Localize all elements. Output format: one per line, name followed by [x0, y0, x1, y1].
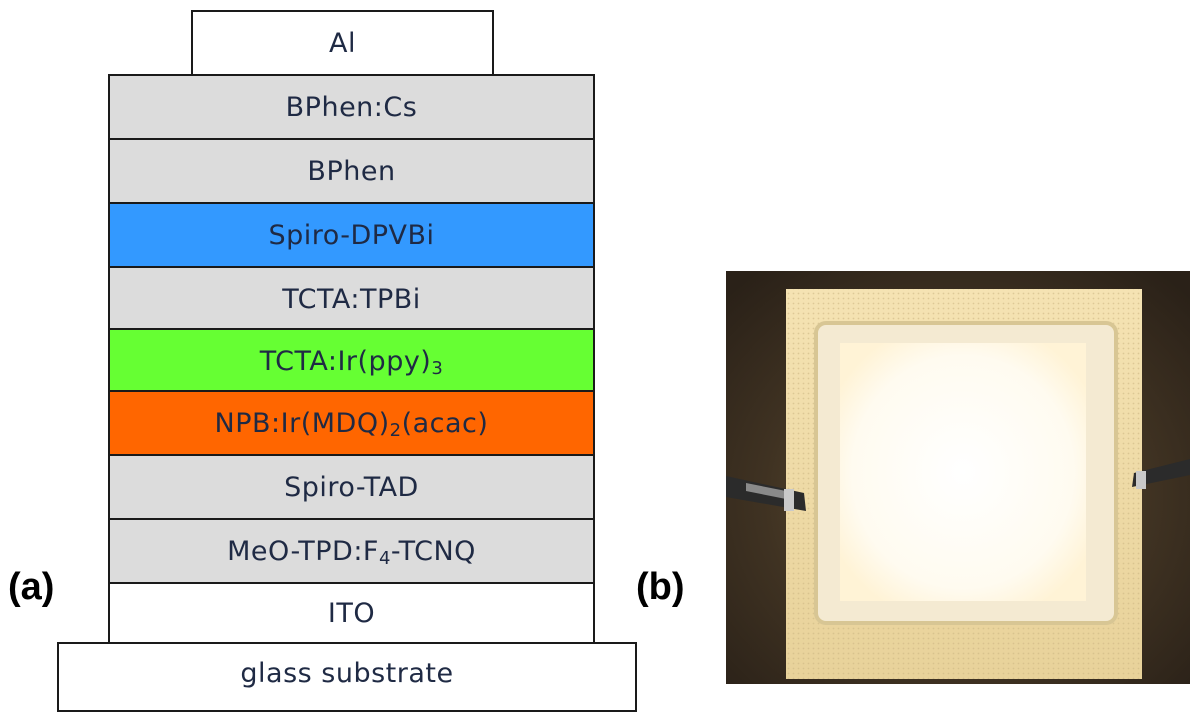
panel-label-a: (a) — [8, 566, 55, 608]
layer-bphen-cs: BPhen:Cs — [108, 74, 595, 140]
layer-label: TCTA:TPBi — [282, 283, 421, 315]
layer-spiro-dpvbi: Spiro-DPVBi — [108, 202, 595, 268]
layer-label: TCTA:Ir(ppy)3 — [259, 345, 444, 379]
layer-al: Al — [191, 10, 494, 76]
layer-label: BPhen:Cs — [285, 91, 418, 123]
layer-label: glass substrate — [240, 658, 454, 689]
layer-meo-tpd-f4-tcnq: MeO-TPD:F4-TCNQ — [108, 518, 595, 584]
left-contact-clip — [726, 476, 806, 511]
right-contact-clip — [1132, 459, 1190, 489]
layer-label: Spiro-DPVBi — [268, 219, 435, 251]
layer-tcta-irppy3: TCTA:Ir(ppy)3 — [108, 328, 595, 394]
layer-label: BPhen — [307, 155, 396, 187]
layer-label: ITO — [327, 597, 376, 629]
panel-label-b: (b) — [636, 566, 685, 608]
layer-glass-substrate: glass substrate — [57, 642, 637, 712]
layer-tcta-tpbi: TCTA:TPBi — [108, 266, 595, 332]
layer-ito: ITO — [108, 582, 595, 644]
layer-spiro-tad: Spiro-TAD — [108, 454, 595, 520]
layer-bphen: BPhen — [108, 138, 595, 204]
layer-label: NPB:Ir(MDQ)2(acac) — [214, 407, 489, 441]
layer-label: Spiro-TAD — [284, 471, 419, 503]
emitting-area — [840, 343, 1086, 601]
layer-label: MeO-TPD:F4-TCNQ — [227, 535, 476, 569]
oled-device-photo — [726, 271, 1190, 684]
layer-label: Al — [329, 27, 356, 59]
layer-npb-irmdq2-acac: NPB:Ir(MDQ)2(acac) — [108, 390, 595, 456]
